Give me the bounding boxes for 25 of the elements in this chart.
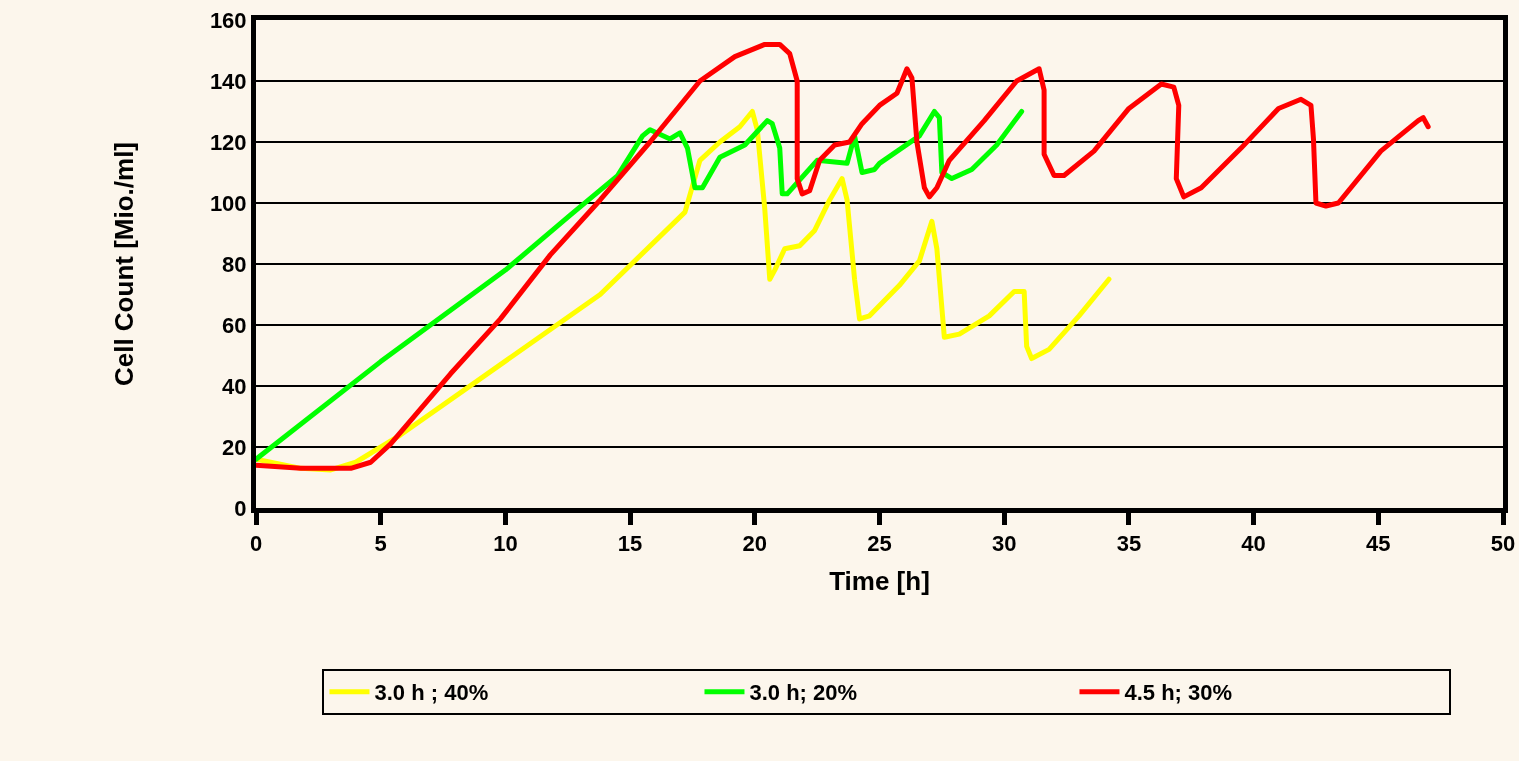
x-tick-label: 45 bbox=[1366, 531, 1391, 557]
legend-label: 4.5 h; 30% bbox=[1124, 680, 1233, 706]
y-tick-label: 60 bbox=[222, 312, 247, 338]
legend-label: 3.0 h; 20% bbox=[749, 680, 858, 706]
x-tick-label: 25 bbox=[867, 531, 892, 557]
y-tick-label: 20 bbox=[222, 434, 247, 460]
y-tick-label: 140 bbox=[209, 68, 247, 94]
x-tick-label: 30 bbox=[991, 531, 1017, 557]
x-tick-label: 15 bbox=[617, 531, 643, 557]
y-tick-label: 100 bbox=[209, 190, 247, 216]
legend-label: 3.0 h ; 40% bbox=[374, 680, 489, 706]
y-axis-title: Cell Count [Mio./ml] bbox=[109, 141, 140, 387]
x-tick-label: 50 bbox=[1490, 531, 1516, 557]
x-tick-label: 40 bbox=[1241, 531, 1266, 557]
x-tick-label: 0 bbox=[249, 531, 263, 557]
x-tick-label: 10 bbox=[493, 531, 518, 557]
y-tick-label: 160 bbox=[209, 7, 247, 33]
x-tick-label: 35 bbox=[1116, 531, 1142, 557]
y-tick-label: 80 bbox=[222, 251, 247, 277]
x-tick-label: 5 bbox=[374, 531, 387, 557]
y-tick-label: 0 bbox=[234, 495, 247, 521]
y-tick-label: 40 bbox=[222, 373, 247, 399]
y-tick-label: 120 bbox=[209, 129, 247, 155]
x-axis-title: Time [h] bbox=[829, 566, 930, 597]
x-tick-label: 20 bbox=[742, 531, 768, 557]
